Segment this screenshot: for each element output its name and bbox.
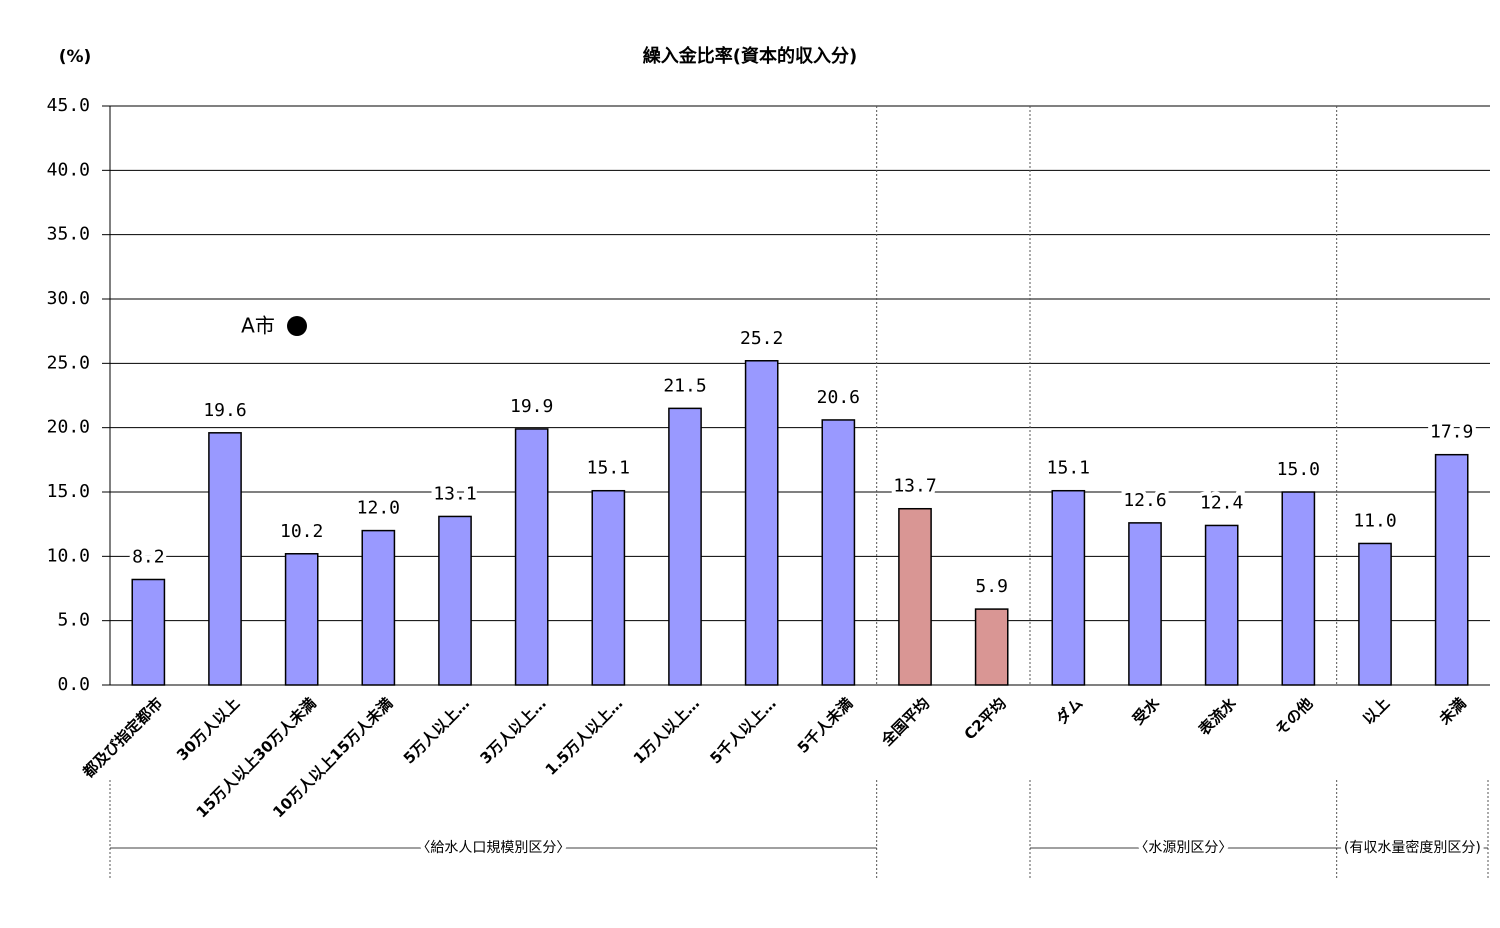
x-tick-label: 5万人以上… (400, 694, 473, 767)
bar (438, 515, 472, 686)
chart-title: 繰入金比率(資本的収入分) (643, 45, 857, 67)
bar (744, 360, 779, 686)
bar (361, 529, 396, 686)
group-label: 〈給水人口規模別区分〉 (416, 840, 570, 856)
y-tick-label: 15.0 (47, 481, 90, 502)
bar (1281, 491, 1316, 686)
value-label: 13.1 (433, 483, 476, 504)
bar (591, 489, 626, 686)
y-tick-label: 5.0 (57, 610, 90, 631)
x-tick-label: 都及び指定都市 (79, 694, 167, 782)
value-label: 8.2 (132, 546, 165, 567)
annotation-marker (287, 316, 307, 336)
x-tick-label: その他 (1272, 694, 1317, 739)
bar (898, 507, 932, 686)
group-label: 〈水源別区分〉 (1134, 840, 1232, 856)
x-tick-label: 1万人以上… (630, 694, 703, 767)
value-label: 19.6 (203, 400, 246, 421)
value-label: 12.0 (357, 498, 400, 519)
annotation: A市 (241, 314, 275, 338)
bar (131, 578, 166, 686)
value-label: 15.0 (1277, 459, 1320, 480)
y-tick-label: 25.0 (47, 352, 90, 373)
bar (668, 407, 702, 686)
bar (284, 553, 319, 686)
bar (1434, 453, 1469, 686)
x-tick-label: C2平均 (961, 694, 1010, 743)
x-tick-label: 1.5万人以上… (542, 694, 627, 779)
bar (1051, 489, 1086, 686)
x-tick-label: 5千人以上… (707, 694, 780, 767)
x-tick-label: 全国平均 (877, 694, 933, 750)
value-label: 12.6 (1123, 490, 1166, 511)
y-tick-label: 35.0 (47, 224, 90, 245)
bar (1358, 542, 1392, 686)
bar (821, 419, 856, 686)
bar (514, 428, 549, 686)
bar (208, 432, 242, 686)
x-tick-label: 3万人以上… (477, 694, 550, 767)
y-tick-label: 0.0 (57, 674, 90, 695)
value-label: 13.7 (893, 476, 936, 497)
x-tick-label: 表流水 (1195, 694, 1240, 739)
bar (1204, 524, 1239, 686)
value-label: 21.5 (663, 375, 706, 396)
value-label: 5.9 (975, 576, 1008, 597)
y-tick-label: 30.0 (47, 288, 90, 309)
x-tick-label: 30万人以上 (173, 694, 243, 764)
x-tick-label: ダム (1052, 694, 1086, 728)
y-tick-label: 20.0 (47, 417, 90, 438)
bar (1128, 522, 1162, 686)
value-label: 12.4 (1200, 492, 1243, 513)
x-tick-label: 以上 (1359, 694, 1393, 728)
value-label: 19.9 (510, 396, 553, 417)
y-axis-label: (%) (59, 47, 92, 67)
value-label: 15.1 (1047, 458, 1090, 479)
value-label: 11.0 (1353, 510, 1396, 531)
y-tick-label: 40.0 (47, 159, 90, 180)
y-tick-label: 45.0 (47, 95, 90, 116)
x-tick-label: 5千人未満 (794, 694, 857, 757)
group-label: (有収水量密度別区分) (1344, 839, 1481, 856)
bar (974, 608, 1009, 686)
x-tick-label: 受水 (1129, 694, 1164, 729)
y-tick-label: 10.0 (47, 545, 90, 566)
value-label: 20.6 (817, 387, 860, 408)
value-label: 15.1 (587, 458, 630, 479)
x-tick-label: 未満 (1435, 694, 1470, 729)
value-label: 25.2 (740, 328, 783, 349)
value-label: 17.9 (1430, 422, 1473, 443)
value-label: 10.2 (280, 521, 323, 542)
